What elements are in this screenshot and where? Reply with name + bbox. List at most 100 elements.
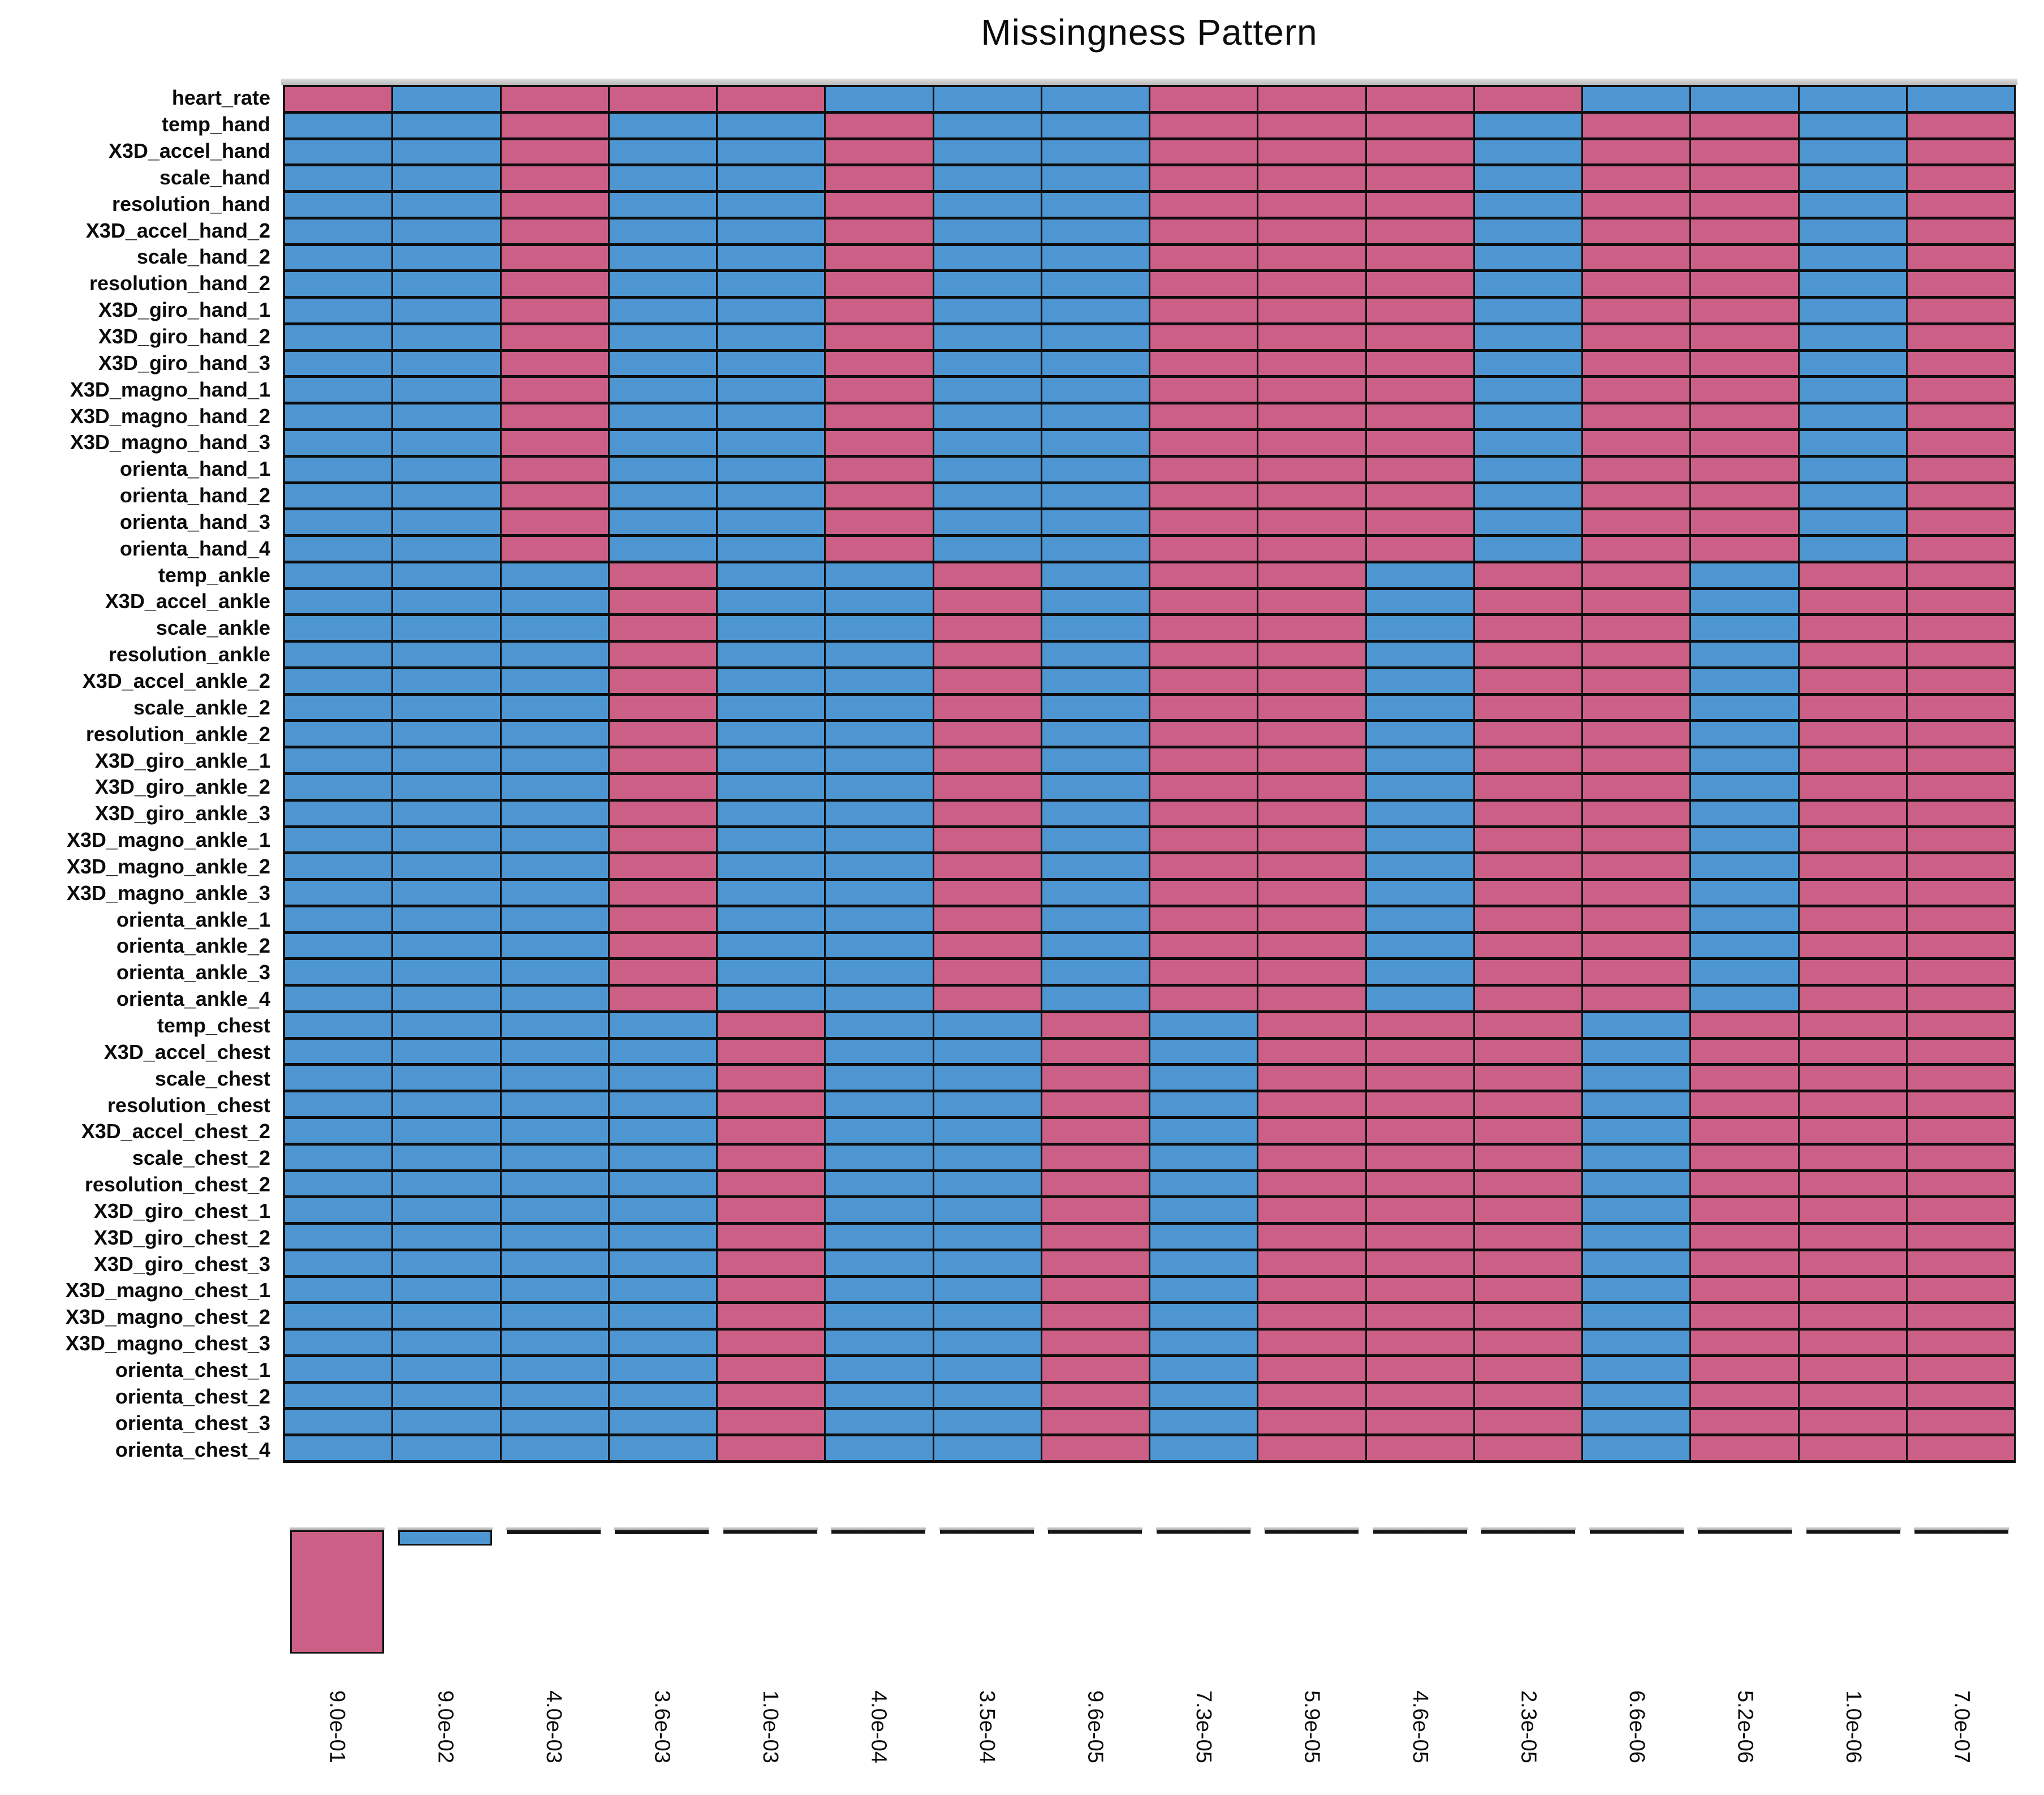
heatmap-cell [609,1383,718,1410]
heatmap-cell [1907,113,2016,140]
heatmap-cell [1691,748,1800,775]
heatmap-cell [609,351,718,378]
heatmap-cell [285,1304,394,1331]
heatmap-cell [1150,1039,1259,1066]
heatmap-cell [393,774,502,802]
heatmap-cell [1042,907,1150,934]
x-tick-label: 3.5e-04 [974,1690,999,1763]
heatmap-cell [718,193,826,219]
heatmap-cell [1366,1277,1475,1305]
heatmap-cell [609,87,718,114]
row-label: X3D_giro_chest_3 [93,1252,270,1276]
heatmap-cell [1474,1383,1583,1410]
heatmap-cell [1474,193,1583,219]
heatmap-cell [1907,1198,2016,1225]
bar-slot [1799,1527,1908,1663]
row-label: temp_hand [161,113,270,136]
heatmap-cell [826,616,934,643]
heatmap-cell [934,801,1042,828]
heatmap-cell [1691,669,1800,696]
bar-slot [391,1527,500,1663]
heatmap-cell [1799,1145,1908,1172]
bar-baseline [1697,1527,1793,1530]
heatmap-cell [1583,1225,1692,1251]
heatmap-cell [1366,695,1475,722]
row-label: orienta_chest_2 [115,1384,270,1408]
heatmap-cell [1366,246,1475,273]
heatmap-cell [1799,1436,1908,1463]
heatmap-cell [285,1251,394,1278]
heatmap-cell [1474,219,1583,246]
heatmap-cell [826,1304,934,1331]
heatmap-cell [826,1383,934,1410]
x-tick-slot: 5.2e-06 [1691,1690,1800,1789]
heatmap-cell [718,1410,826,1437]
heatmap-cell [826,219,934,246]
heatmap-cell [718,669,826,696]
heatmap-cell [1907,933,2016,961]
heatmap-cell [934,404,1042,431]
row-label: X3D_giro_ankle_3 [94,802,270,825]
heatmap-cell [1042,828,1150,855]
heatmap-cell [1150,1304,1259,1331]
heatmap-cell [718,1092,826,1119]
heatmap-cell [1366,219,1475,246]
row-label: X3D_giro_hand_3 [98,351,270,375]
heatmap-cell [934,1145,1042,1172]
heatmap-cell [1907,351,2016,378]
heatmap-cell [1150,933,1259,961]
heatmap-cell [826,457,934,484]
row-label: orienta_hand_2 [119,484,270,507]
heatmap-cell [1691,1039,1800,1066]
heatmap-cell [501,695,610,722]
heatmap-cell [1799,219,1908,246]
heatmap-cell [393,1277,502,1305]
row-label: X3D_accel_ankle_2 [82,669,270,693]
heatmap-cell [1474,1198,1583,1225]
heatmap-cell [609,1331,718,1357]
x-tick-label: 1.0e-03 [758,1690,782,1763]
heatmap-cell [1366,960,1475,987]
heatmap-cell [718,1172,826,1199]
heatmap-cell [1691,140,1800,167]
heatmap-cell [826,484,934,511]
heatmap-cell [1583,378,1692,405]
heatmap-cell [1907,166,2016,193]
heatmap-cell [285,431,394,458]
heatmap-cell [934,1118,1042,1146]
heatmap-cell [826,1172,934,1199]
heatmap-cell [1258,537,1367,563]
heatmap-cell [1583,1410,1692,1437]
heatmap-cell [609,1066,718,1093]
heatmap-cell [1583,193,1692,219]
heatmap-cell [393,378,502,405]
heatmap-cell [1799,1304,1908,1331]
heatmap-cell [285,987,394,1013]
heatmap-cell [501,1304,610,1331]
heatmap-cell [1042,987,1150,1013]
heatmap-cell [1907,774,2016,802]
heatmap-cell [1907,748,2016,775]
heatmap-cell [718,1225,826,1251]
heatmap-cell [1691,246,1800,273]
heatmap-cell [718,1436,826,1463]
heatmap-cell [1150,1436,1259,1463]
heatmap-cell [285,351,394,378]
heatmap-cell [1366,1172,1475,1199]
heatmap-cell [826,272,934,299]
heatmap-cell [501,563,610,590]
heatmap-cell [934,854,1042,881]
heatmap-cell [1366,563,1475,590]
row-label: X3D_accel_hand_2 [85,218,270,242]
heatmap-cell [1150,987,1259,1013]
bar-baseline [1589,1527,1684,1530]
heatmap-cell [1366,272,1475,299]
row-label: resolution_ankle [108,643,270,666]
heatmap-cell [1799,589,1908,617]
heatmap-cell [934,219,1042,246]
heatmap-cell [1474,669,1583,696]
heatmap-cell [1366,589,1475,617]
heatmap-cell [1474,1092,1583,1119]
heatmap-cell [1583,854,1692,881]
heatmap-cell [718,1357,826,1384]
